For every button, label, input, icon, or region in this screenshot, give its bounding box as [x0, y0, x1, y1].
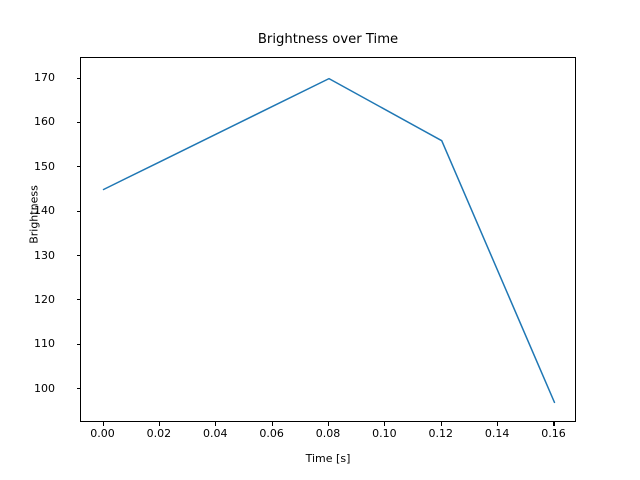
x-tick-mark: [215, 422, 217, 426]
x-tick-label: 0.02: [146, 427, 172, 440]
y-tick-mark: [76, 388, 80, 390]
x-axis-label: Time [s]: [305, 452, 351, 465]
y-tick-label: 150: [34, 159, 55, 173]
x-tick-mark: [328, 422, 330, 426]
y-tick-mark: [76, 210, 80, 212]
chart-title: Brightness over Time: [257, 32, 399, 47]
y-tick-label: 120: [34, 292, 55, 306]
x-tick-label: 0.12: [428, 427, 453, 440]
x-tick-mark: [553, 422, 555, 426]
x-tick-mark: [158, 422, 160, 426]
y-axis-label: Brightness: [27, 185, 41, 244]
x-tick-mark: [102, 422, 104, 426]
x-tick-label: 0.10: [372, 427, 397, 440]
x-tick-label: 0.14: [484, 427, 510, 440]
x-tick-mark: [497, 422, 499, 426]
line-series-svg: [102, 77, 556, 404]
x-tick-mark: [384, 422, 386, 426]
x-tick-mark: [440, 422, 442, 426]
y-tick-mark: [76, 77, 80, 79]
y-tick-label: 100: [34, 381, 55, 395]
x-tick-label: 0.16: [541, 427, 566, 440]
y-tick-label: 170: [34, 71, 55, 85]
y-tick-label: 160: [34, 115, 55, 129]
y-tick-mark: [76, 255, 80, 257]
y-tick-label: 130: [34, 248, 55, 262]
y-tick-mark: [76, 166, 80, 168]
x-tick-label: 0.04: [203, 427, 228, 440]
brightness-line: [102, 77, 556, 404]
y-tick-mark: [76, 343, 80, 345]
y-tick-label: 140: [34, 204, 55, 218]
y-tick-label: 110: [34, 337, 55, 351]
plot-area: [80, 57, 576, 422]
x-tick-mark: [271, 422, 273, 426]
x-tick-label: 0.08: [315, 427, 341, 440]
y-tick-mark: [76, 121, 80, 124]
y-tick-mark: [76, 299, 80, 301]
x-tick-label: 0.06: [259, 427, 284, 440]
x-tick-label: 0.00: [90, 427, 115, 440]
